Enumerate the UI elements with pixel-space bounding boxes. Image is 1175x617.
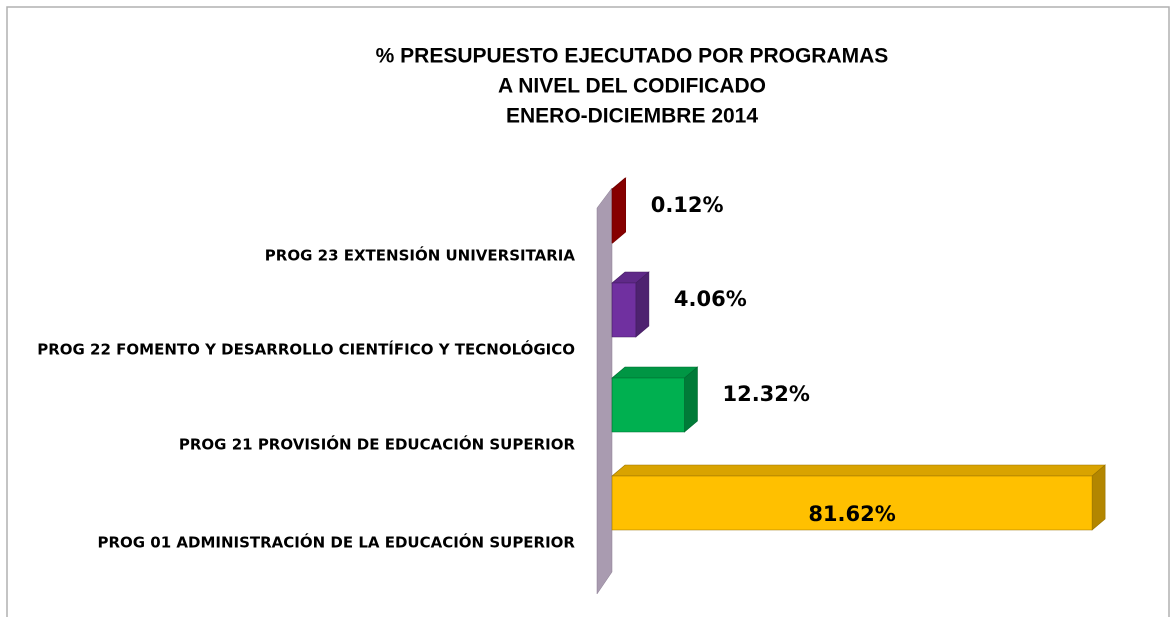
bar-side <box>1091 464 1106 531</box>
bar-front <box>611 188 614 244</box>
chart-border <box>6 6 1170 617</box>
bar <box>611 177 627 244</box>
category-label-box: PROG 21 PROVISIÓN DE EDUCACIÓN SUPERIOR <box>15 429 575 462</box>
back-wall <box>596 187 613 595</box>
value-label: 0.12% <box>651 193 724 217</box>
bar-front <box>611 377 685 433</box>
bar-top <box>611 366 699 379</box>
category-label: PROG 23 EXTENSIÓN UNIVERSITARIA <box>264 246 575 265</box>
chart-title: A NIVEL DEL CODIFICADO <box>498 75 766 98</box>
chart-title: ENERO-DICIEMBRE 2014 <box>506 105 758 128</box>
bar-top <box>611 464 1106 477</box>
value-label: 81.62% <box>808 502 895 526</box>
category-label: PROG 21 PROVISIÓN DE EDUCACIÓN SUPERIOR <box>178 435 575 454</box>
category-label: PROG 22 FOMENTO Y DESARROLLO CIENTÍFICO … <box>37 340 575 359</box>
bar-side <box>684 366 698 433</box>
bar <box>611 271 650 338</box>
chart-title: % PRESUPUESTO EJECUTADO POR PROGRAMAS <box>376 45 889 68</box>
bar-front <box>611 282 637 338</box>
category-label-box: PROG 22 FOMENTO Y DESARROLLO CIENTÍFICO … <box>15 334 575 367</box>
category-label: PROG 01 ADMINISTRACIÓN DE LA EDUCACIÓN S… <box>97 533 575 552</box>
bar-side <box>635 271 650 338</box>
category-label-box: PROG 01 ADMINISTRACIÓN DE LA EDUCACIÓN S… <box>15 527 575 560</box>
bar-front <box>611 475 1093 531</box>
bar <box>611 464 1106 531</box>
category-label-box: PROG 23 EXTENSIÓN UNIVERSITARIA <box>15 240 575 273</box>
bar <box>611 366 699 433</box>
bar-side <box>612 177 627 244</box>
value-label: 4.06% <box>674 287 747 311</box>
value-label: 12.32% <box>722 382 809 406</box>
